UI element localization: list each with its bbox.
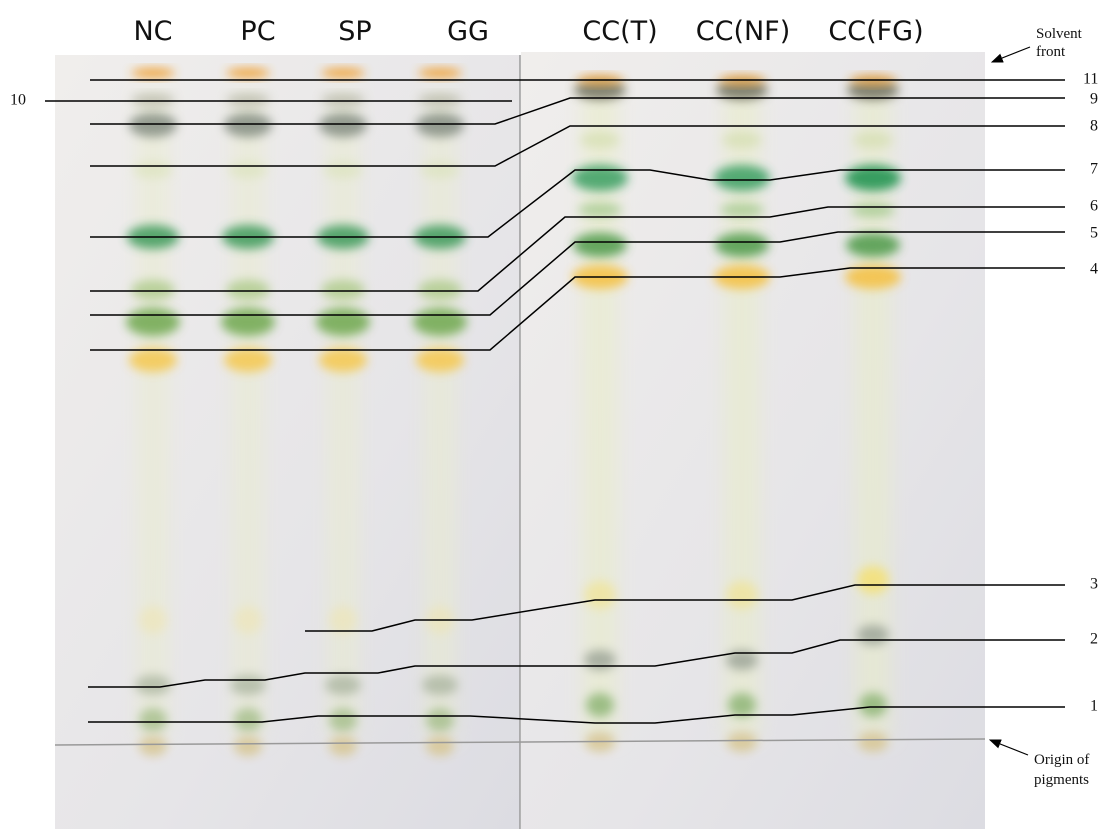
band-number: 2 xyxy=(1090,631,1098,648)
pigment-spot xyxy=(325,675,361,695)
pigment-spot xyxy=(226,94,270,106)
band-number: 11 xyxy=(1083,71,1098,88)
pigment-spot xyxy=(234,606,262,634)
pigment-spot xyxy=(321,280,365,300)
arrow xyxy=(990,740,1028,755)
pigment-spot xyxy=(234,736,262,756)
pigment-spot xyxy=(728,693,756,717)
band-number: 9 xyxy=(1090,91,1098,108)
band-number: 10 xyxy=(10,92,26,109)
pigment-spot xyxy=(853,132,893,148)
band-number: 7 xyxy=(1090,161,1098,178)
pigment-spot xyxy=(327,90,359,740)
note-line: pigments xyxy=(1034,772,1089,788)
pigment-spot xyxy=(859,693,887,717)
pigment-spot xyxy=(139,708,167,732)
pigment-spot xyxy=(131,68,175,78)
pigment-spot xyxy=(422,675,458,695)
pigment-spot xyxy=(726,581,758,609)
pigment-spot xyxy=(226,68,270,78)
pigment-spot xyxy=(572,165,628,191)
pigment-spot xyxy=(135,675,171,695)
pigment-spot xyxy=(323,162,363,178)
pigment-spot xyxy=(857,625,889,645)
pigment-spot xyxy=(416,348,464,372)
pigment-spot xyxy=(586,693,614,717)
pigment-spot xyxy=(126,308,180,336)
pigment-spot xyxy=(584,650,616,670)
tlc-figure: NC PC SP GG CC(T) CC(NF) CC(FG) 1 2 3 4 … xyxy=(0,0,1110,829)
lane-label: CC(NF) xyxy=(696,16,791,47)
note-line: Solvent xyxy=(1036,26,1083,42)
pigment-spot xyxy=(845,165,901,191)
pigment-spot xyxy=(426,708,454,732)
lane-label: GG xyxy=(447,16,489,47)
pigment-spot xyxy=(418,94,462,106)
lane-label: NC xyxy=(133,16,172,47)
pigment-spot xyxy=(224,348,272,372)
pigment-spot xyxy=(232,90,264,740)
pigment-spot xyxy=(321,94,365,106)
band-number: 1 xyxy=(1090,698,1098,715)
lane-label: CC(FG) xyxy=(828,16,923,47)
pigment-spot xyxy=(234,708,262,732)
band-number: 4 xyxy=(1090,261,1098,278)
pigment-spot xyxy=(228,162,268,178)
pigment-spot xyxy=(727,732,757,752)
pigment-spot xyxy=(573,233,627,257)
lane-labels: NC PC SP GG CC(T) CC(NF) CC(FG) xyxy=(133,16,923,47)
band-number: 6 xyxy=(1090,198,1098,215)
pigment-spot xyxy=(131,94,175,106)
lane-label: CC(T) xyxy=(582,16,657,47)
pigment-spot xyxy=(426,736,454,756)
pigment-spot xyxy=(851,203,895,217)
pigment-spot xyxy=(131,280,175,300)
pigment-spot xyxy=(329,708,357,732)
pigment-spot xyxy=(846,233,900,257)
pigment-spot xyxy=(129,113,177,137)
pigment-spot xyxy=(226,280,270,300)
pigment-spot xyxy=(319,348,367,372)
pigment-spot xyxy=(139,736,167,756)
band-number: 3 xyxy=(1090,576,1098,593)
band-number: 5 xyxy=(1090,225,1098,242)
pigment-spot xyxy=(416,113,464,137)
pigment-spot xyxy=(424,90,456,740)
pigment-spot xyxy=(722,132,762,148)
arrow xyxy=(992,47,1030,62)
pigment-spot xyxy=(413,308,467,336)
band-number: 8 xyxy=(1090,118,1098,135)
pigment-spot xyxy=(857,566,889,594)
pigment-spot xyxy=(715,233,769,257)
pigment-spot xyxy=(858,732,888,752)
pigment-spot xyxy=(584,581,616,609)
note-line: front xyxy=(1036,44,1066,60)
pigment-spot xyxy=(418,68,462,78)
pigment-spot xyxy=(137,90,169,740)
pigment-spot xyxy=(329,736,357,756)
pigment-spot xyxy=(316,308,370,336)
pigment-spot xyxy=(578,203,622,217)
solvent-front-note: Solvent front xyxy=(992,26,1083,62)
pigment-spot xyxy=(720,203,764,217)
note-line: Origin of xyxy=(1034,752,1089,768)
pigment-spot xyxy=(133,162,173,178)
pigment-spot xyxy=(230,675,266,695)
pigment-spot xyxy=(129,348,177,372)
origin-note: Origin of pigments xyxy=(990,740,1089,788)
pigment-spot xyxy=(319,113,367,137)
pigment-spot xyxy=(580,132,620,148)
lane-label: SP xyxy=(338,16,371,47)
pigment-spot xyxy=(418,280,462,300)
pigment-spot xyxy=(321,68,365,78)
pigment-spot xyxy=(224,113,272,137)
pigment-spot xyxy=(420,162,460,178)
lane-label: PC xyxy=(240,16,275,47)
pigment-spot xyxy=(139,606,167,634)
pigment-spot xyxy=(221,308,275,336)
pigment-spot xyxy=(714,165,770,191)
pigment-spot xyxy=(329,606,357,634)
